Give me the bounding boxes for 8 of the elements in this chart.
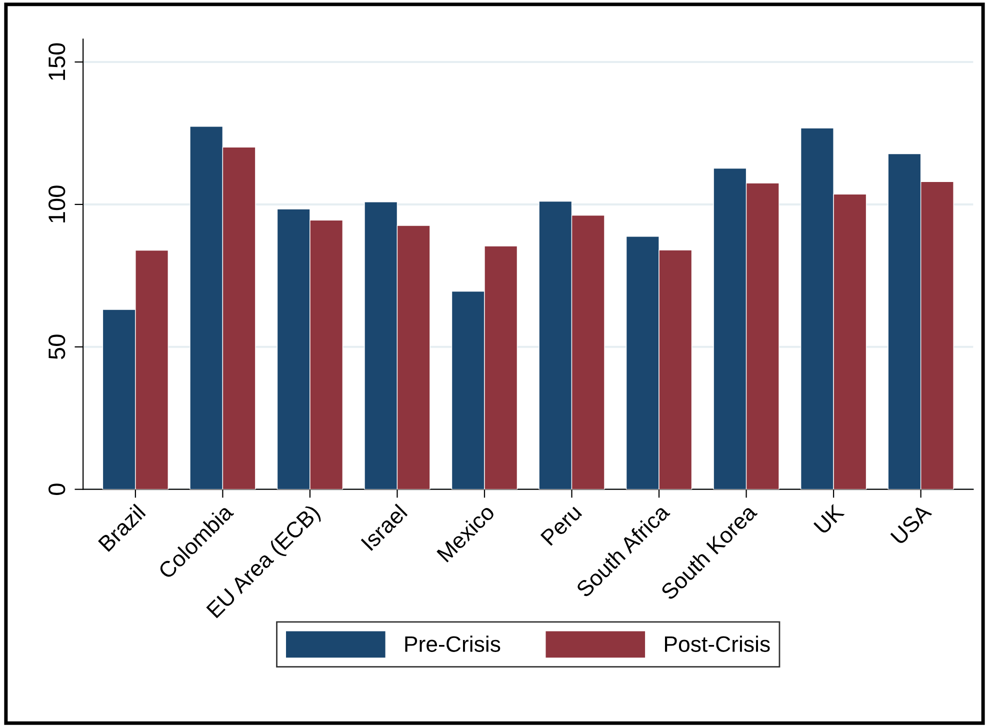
x-tick-label: UK — [814, 503, 845, 535]
y-tick-label: 0 — [48, 484, 66, 495]
legend-label: Post-Crisis — [665, 636, 770, 652]
y-tick-label: 100 — [48, 186, 66, 222]
y-tick-label: 50 — [48, 334, 66, 360]
legend-label: Pre-Crisis — [405, 636, 500, 652]
x-tick-label: USA — [890, 502, 932, 546]
y-tick-label: 150 — [48, 43, 66, 80]
